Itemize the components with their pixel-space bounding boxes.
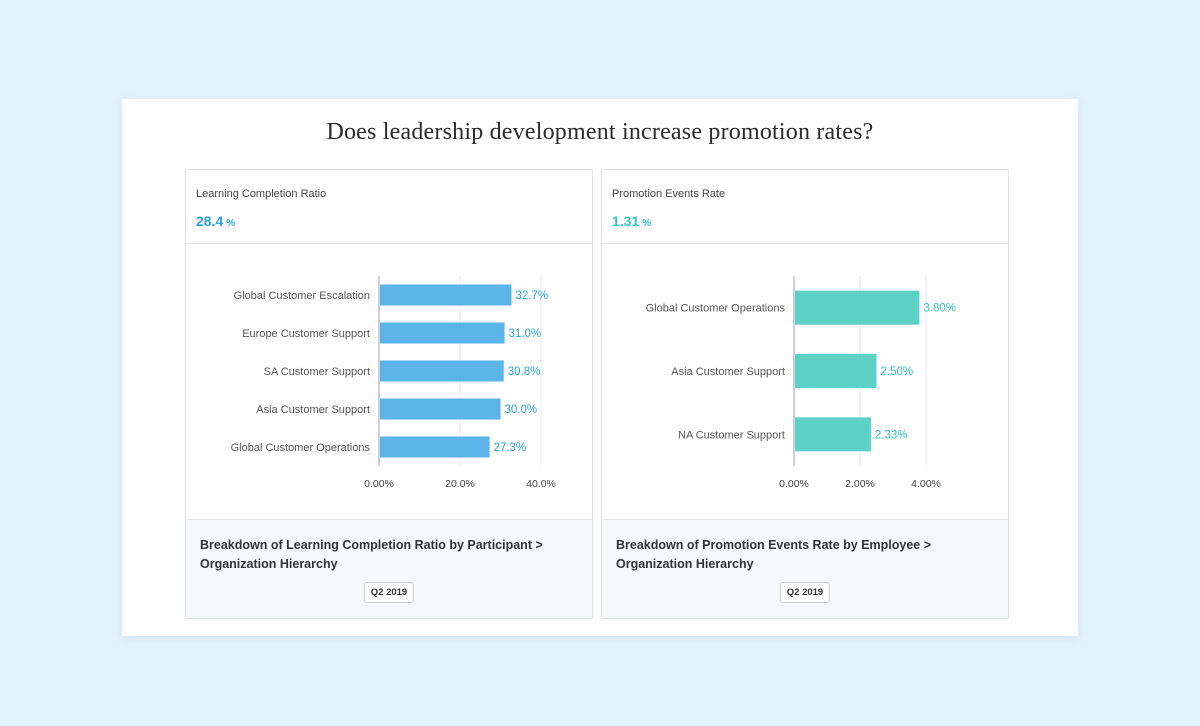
kpi-unit: % [642, 218, 652, 229]
category-label: Global Customer Operations [646, 303, 786, 315]
category-label: Global Customer Escalation [234, 290, 370, 302]
learning-completion-chart: Global Customer Escalation 32.7% Europe Cu… [186, 244, 592, 522]
x-tick-label: 0.00% [779, 478, 809, 490]
value-label: 30.0% [505, 404, 538, 416]
x-tick-label: 20.0% [445, 478, 475, 490]
category-label: Asia Customer Support [671, 366, 785, 378]
kpi-number: 1.31 [612, 213, 640, 229]
category-label: Global Customer Operations [231, 442, 371, 454]
kpi-unit: % [226, 218, 236, 229]
x-tick-label: 0.00% [364, 478, 394, 490]
kpi-number: 28.4 [196, 213, 224, 229]
kpi-value: 28.4% [196, 213, 235, 229]
value-label: 30.8% [508, 366, 541, 378]
category-label: NA Customer Support [678, 429, 785, 441]
bar [380, 284, 512, 306]
value-label: 2.50% [881, 366, 914, 378]
bar [380, 398, 501, 420]
panel-footer: Breakdown of Promotion Events Rate by Em… [602, 519, 1008, 618]
footer-title: Breakdown of Learning Completion Ratio b… [200, 538, 543, 571]
period-badge[interactable]: Q2 2019 [779, 582, 831, 603]
category-label: Europe Customer Support [242, 328, 370, 340]
bar [795, 417, 871, 452]
promotion-events-chart: Global Customer Operations 3.80% Asia Cust… [602, 244, 1008, 522]
value-label: 3.80% [923, 303, 956, 315]
value-label: 31.0% [509, 328, 542, 340]
kpi-title: Learning Completion Ratio [196, 188, 327, 200]
value-label: 32.7% [515, 290, 548, 302]
category-label: Asia Customer Support [256, 404, 370, 416]
kpi-header: Learning Completion Ratio 28.4% [186, 170, 592, 244]
panel-footer: Breakdown of Learning Completion Ratio b… [186, 519, 592, 618]
dashboard-card: Does leadership development increase pro… [122, 99, 1078, 636]
bar [380, 436, 490, 458]
x-tick-label: 40.0% [526, 478, 556, 490]
promotion-events-chart-svg: Global Customer Operations 3.80% Asia Cust… [646, 276, 956, 490]
value-label: 27.3% [494, 442, 527, 454]
bar [380, 322, 505, 344]
bar [380, 360, 504, 382]
bar [795, 290, 920, 325]
x-tick-label: 2.00% [845, 478, 875, 490]
kpi-header: Promotion Events Rate 1.31% [602, 170, 1008, 244]
bar [795, 354, 877, 388]
kpi-value: 1.31% [612, 213, 651, 229]
footer-title: Breakdown of Promotion Events Rate by Em… [616, 538, 932, 571]
kpi-title: Promotion Events Rate [612, 188, 726, 200]
period-badge[interactable]: Q2 2019 [363, 582, 415, 603]
value-label: 2.33% [875, 429, 908, 441]
learning-completion-panel: Learning Completion Ratio 28.4% Global C… [185, 169, 593, 619]
x-tick-label: 4.00% [911, 478, 941, 490]
learning-completion-chart-svg: Global Customer Escalation 32.7% Europe Cu… [231, 276, 556, 490]
promotion-events-panel: Promotion Events Rate 1.31% Global Custo… [601, 169, 1009, 619]
category-label: SA Customer Support [264, 366, 370, 378]
page-title: Does leadership development increase pro… [326, 119, 874, 145]
